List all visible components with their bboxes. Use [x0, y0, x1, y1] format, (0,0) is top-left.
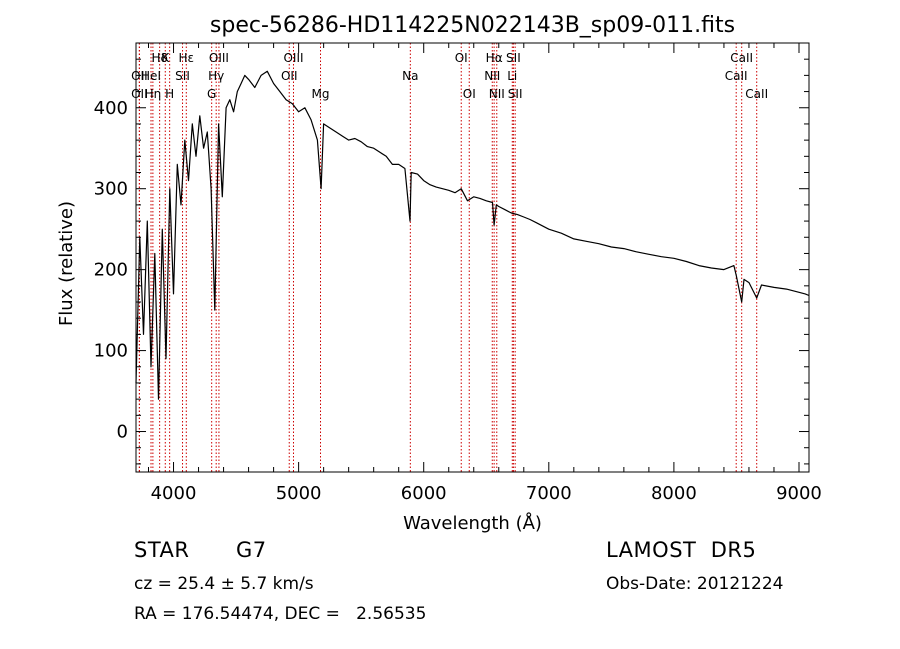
spectral-line-label: CaII — [730, 51, 753, 65]
spectral-line-label: OII — [281, 69, 298, 83]
survey-name: LAMOST DR5 — [606, 538, 757, 562]
spectral-line-label: Hε — [179, 51, 195, 65]
spectral-line-label: Hα — [486, 51, 503, 65]
spectral-line-label: Hγ — [208, 69, 224, 83]
spectral-line-label: Hη — [145, 87, 162, 101]
spectral-line-label: K — [161, 51, 170, 65]
redshift-text: cz = 25.4 ± 5.7 km/s — [134, 574, 314, 594]
spectral-line-label: Mg — [312, 87, 330, 101]
spectral-line-label: NII — [489, 87, 505, 101]
spectral-line-label: OII — [131, 87, 148, 101]
spectral-line-label: CaII — [745, 87, 768, 101]
y-tick-label: 300 — [94, 179, 128, 200]
spectral-line-label: OI — [463, 87, 476, 101]
spectral-line-label: SII — [506, 51, 521, 65]
spectral-line-label: OI — [455, 51, 468, 65]
x-tick-label: 5000 — [276, 483, 322, 504]
x-axis-label: Wavelength (Å) — [403, 512, 542, 534]
object-class: STAR — [134, 538, 190, 562]
x-tick-label: 8000 — [651, 483, 697, 504]
spectral-line-label: Na — [402, 69, 418, 83]
y-tick-label: 100 — [94, 341, 128, 362]
chart-title: spec-56286-HD114225N022143B_sp09-011.fit… — [210, 13, 735, 38]
coordinates-text: RA = 176.54474, DEC = 2.56535 — [134, 604, 427, 624]
x-tick-label: 4000 — [151, 483, 197, 504]
spectral-line-label: OIII — [283, 51, 303, 65]
spectral-line-label: OIII — [209, 51, 229, 65]
x-tick-label: 9000 — [776, 483, 822, 504]
spectrum-series-line — [135, 70, 810, 400]
spectral-line-label: SII — [508, 87, 523, 101]
x-tick-label: 7000 — [526, 483, 572, 504]
obs-date-text: Obs-Date: 20121224 — [606, 574, 784, 594]
spectral-line-label: NII — [484, 69, 500, 83]
y-tick-label: 0 — [117, 422, 128, 443]
spectral-line-label: OII — [131, 69, 148, 83]
y-axis-label: Flux (relative) — [56, 201, 77, 326]
spectral-line-label: HeI — [141, 69, 161, 83]
y-tick-label: 400 — [94, 98, 128, 119]
spectral-line-label: G — [207, 87, 216, 101]
spectral-line-label: CaII — [725, 69, 748, 83]
spectral-line-label: Hδ — [151, 51, 167, 65]
spectral-line-label: H — [165, 87, 174, 101]
spectral-line-label: Li — [507, 69, 517, 83]
x-tick-label: 6000 — [401, 483, 447, 504]
y-tick-label: 200 — [94, 260, 128, 281]
plot-frame — [135, 42, 810, 473]
object-subclass: G7 — [236, 538, 267, 562]
spectral-line-label: SII — [175, 69, 190, 83]
